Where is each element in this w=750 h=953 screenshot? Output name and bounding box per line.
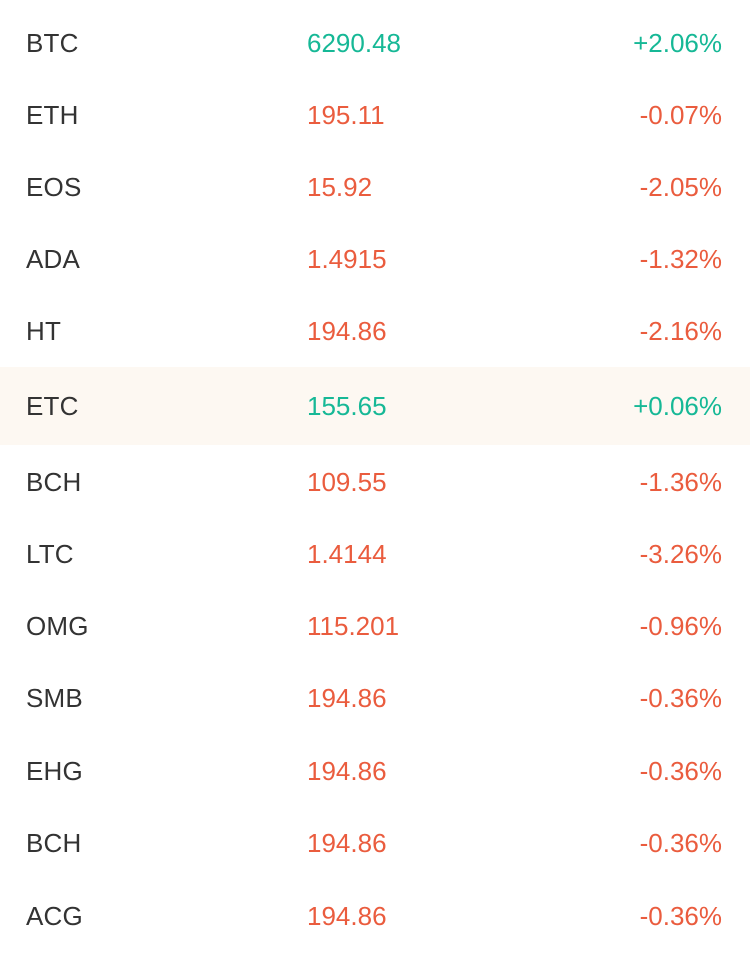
list-item[interactable]: HT 194.86 -2.16%: [0, 295, 750, 367]
list-item[interactable]: BTC 6290.48 +2.06%: [0, 7, 750, 79]
coin-price: 6290.48: [307, 27, 401, 58]
list-item[interactable]: EHG 194.86 -0.36%: [0, 735, 750, 807]
coin-change: -1.36%: [639, 466, 722, 497]
coin-change: +0.06%: [633, 390, 722, 421]
list-item[interactable]: LTC 1.4144 -3.26%: [0, 518, 750, 590]
list-item[interactable]: ADA 1.4915 -1.32%: [0, 223, 750, 295]
coin-price: 194.86: [307, 755, 387, 786]
coin-symbol: ETH: [26, 99, 79, 130]
coin-change: -0.96%: [639, 610, 722, 641]
coin-price: 1.4144: [307, 538, 387, 569]
coin-price: 194.86: [307, 315, 387, 346]
coin-symbol: ACG: [26, 900, 83, 931]
coin-price: 194.86: [307, 682, 387, 713]
coin-symbol: EOS: [26, 171, 82, 202]
coin-change: -0.36%: [639, 682, 722, 713]
coin-symbol: SMB: [26, 682, 83, 713]
coin-change: -0.36%: [639, 755, 722, 786]
coin-price: 15.92: [307, 171, 373, 202]
list-item[interactable]: ETC 155.65 +0.06%: [0, 367, 750, 445]
coin-symbol: BTC: [26, 27, 79, 58]
coin-symbol: OMG: [26, 610, 89, 641]
coin-change: -3.26%: [639, 538, 722, 569]
coin-price: 109.55: [307, 466, 387, 497]
coin-change: -2.16%: [639, 315, 722, 346]
coin-price: 1.4915: [307, 243, 387, 274]
list-item[interactable]: ETH 195.11 -0.07%: [0, 79, 750, 151]
coin-price: 115.201: [307, 610, 400, 641]
coin-symbol: BCH: [26, 466, 82, 497]
coin-price: 194.86: [307, 827, 387, 858]
coin-symbol: ETC: [26, 390, 79, 421]
coin-change: -2.05%: [639, 171, 722, 202]
list-item[interactable]: BCH 109.55 -1.36%: [0, 446, 750, 518]
coin-symbol: EHG: [26, 755, 83, 786]
coin-change: -1.32%: [639, 243, 722, 274]
coin-price: 155.65: [307, 390, 387, 421]
coin-symbol: HT: [26, 315, 62, 346]
coin-change: -0.07%: [639, 99, 722, 130]
coin-symbol: BCH: [26, 827, 82, 858]
list-item[interactable]: BCH 194.86 -0.36%: [0, 807, 750, 879]
coin-change: -0.36%: [639, 827, 722, 858]
list-item[interactable]: EOS 15.92 -2.05%: [0, 151, 750, 223]
coin-price: 195.11: [307, 99, 385, 130]
list-item[interactable]: SMB 194.86 -0.36%: [0, 662, 750, 734]
coin-symbol: ADA: [26, 243, 81, 274]
list-item[interactable]: ACG 194.86 -0.36%: [0, 880, 750, 952]
list-item[interactable]: OMG 115.201 -0.96%: [0, 590, 750, 662]
coin-symbol: LTC: [26, 538, 74, 569]
coin-change: -0.36%: [639, 900, 722, 931]
coin-price: 194.86: [307, 900, 387, 931]
coin-change: +2.06%: [633, 27, 722, 58]
